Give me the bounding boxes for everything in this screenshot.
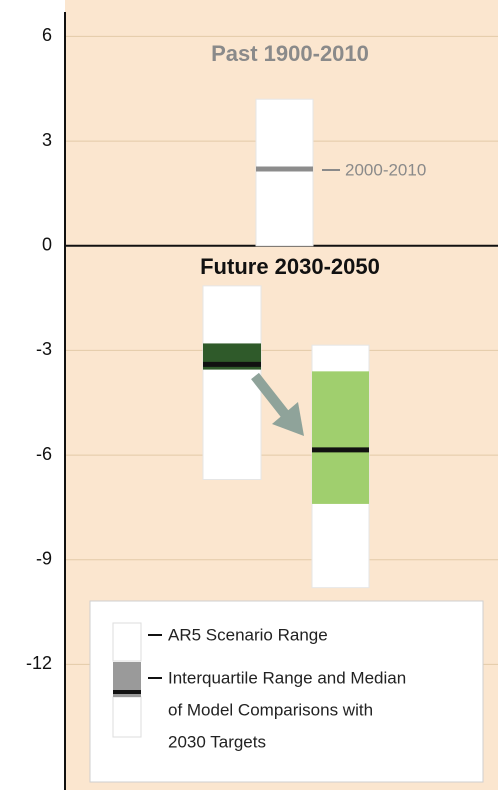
legend-text: of Model Comparisons with [168,700,373,719]
legend: AR5 Scenario Range Interquartile Range a… [89,600,484,783]
y-tick-label: 6 [42,25,52,45]
y-tick-label: -9 [36,548,52,568]
iqr-box [312,371,369,504]
legend-box [89,600,484,783]
future-label: Future 2030-2050 [200,254,380,279]
y-tick-label: -12 [26,653,52,673]
legend-swatch-range [112,622,142,662]
median-label: 2000-2010 [345,160,426,179]
boxes [202,98,370,589]
y-tick-label: -6 [36,444,52,464]
arrow-shaft [251,372,292,422]
legend-text: 2030 Targets [168,732,266,751]
y-tick-label: 3 [42,130,52,150]
y-tick-label: -3 [36,339,52,359]
range-box [255,98,314,247]
past-label: Past 1900-2010 [211,41,369,66]
arrow-head [272,402,304,436]
legend-swatch-range [112,696,142,738]
range-box [202,285,262,480]
legend-text: Interquartile Range and Median [168,668,406,687]
y-tick-label: 0 [42,234,52,254]
legend-text: AR5 Scenario Range [168,625,328,644]
